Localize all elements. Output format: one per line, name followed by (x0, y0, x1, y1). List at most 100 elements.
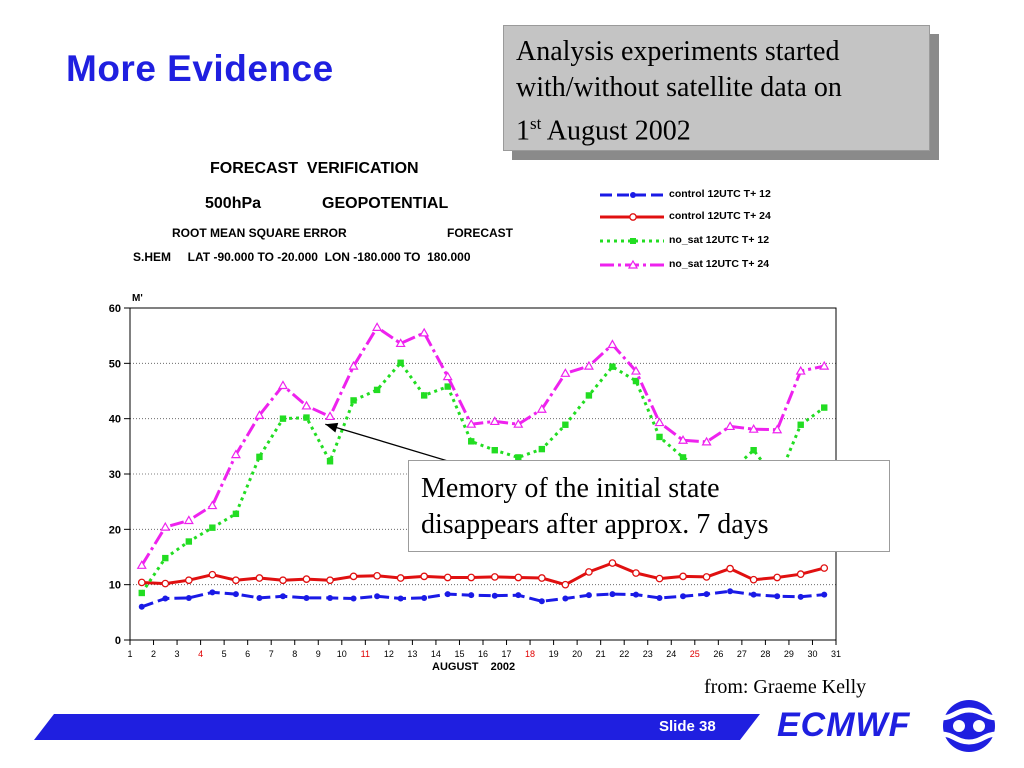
brand-name: ECMWF (777, 706, 911, 744)
x-tick-label: 29 (784, 649, 794, 659)
x-tick-label: 5 (222, 649, 227, 659)
chart-header-variable: GEOPOTENTIAL (322, 195, 449, 212)
data-point (703, 591, 710, 598)
data-point (537, 574, 546, 582)
ecmwf-logo-icon (940, 700, 998, 752)
slide-title: More Evidence (66, 48, 334, 89)
series-line (141, 589, 825, 609)
data-point (821, 404, 828, 411)
data-point (679, 454, 687, 461)
data-point (256, 453, 263, 461)
x-tick-label: 18 (525, 649, 535, 659)
data-point (562, 421, 569, 428)
data-point (727, 588, 734, 595)
legend-item-control-t24: control 12UTC T+ 24 (598, 210, 818, 224)
source-credit: from: Graeme Kelly (704, 676, 867, 698)
data-point (373, 571, 381, 580)
data-point (348, 360, 359, 370)
data-point (324, 411, 336, 421)
data-point (655, 574, 664, 583)
data-point (797, 593, 804, 600)
data-point (491, 592, 498, 599)
legend-item-nosat-t12: no_sat 12UTC T+ 12 (598, 234, 818, 248)
y-tick-label: 40 (109, 414, 121, 426)
data-point (467, 573, 476, 582)
data-point (230, 449, 241, 459)
data-point (160, 521, 171, 531)
x-tick-label: 30 (807, 649, 817, 659)
data-point (184, 576, 193, 585)
x-tick-label: 23 (643, 649, 653, 659)
legend-swatch-control-t24 (600, 213, 664, 221)
legend-label: control 12UTC T+ 24 (669, 210, 771, 222)
x-tick-label: 20 (572, 649, 582, 659)
x-tick-label: 9 (316, 649, 321, 659)
x-tick-label: 26 (713, 649, 723, 659)
legend-item-nosat-t24: no_sat 12UTC T+ 24 (598, 258, 818, 272)
data-point (585, 592, 592, 599)
data-point (726, 564, 734, 573)
x-tick-label: 10 (337, 649, 347, 659)
data-point (468, 438, 475, 445)
data-point (632, 569, 640, 577)
y-tick-label: 10 (109, 580, 121, 592)
x-tick-label: 8 (292, 649, 297, 659)
x-tick-label: 12 (384, 649, 394, 659)
data-point (656, 433, 663, 441)
x-tick-label: 11 (361, 649, 370, 659)
data-point (490, 573, 499, 581)
x-tick-label: 22 (619, 649, 629, 659)
data-point (302, 575, 311, 583)
data-point (349, 572, 358, 581)
data-point (489, 416, 500, 426)
data-point (797, 421, 804, 428)
x-tick-label: 7 (269, 649, 274, 659)
y-tick-label: 30 (109, 469, 121, 481)
footer-bar (34, 714, 760, 740)
legend-swatch-nosat-t24 (600, 259, 664, 269)
data-point (161, 579, 170, 588)
chart-header-region: S.HEM LAT -90.000 TO -20.000 LON -180.00… (133, 250, 471, 264)
chart-header-pressure: 500hPa (205, 195, 262, 212)
callout-month: August 2002 (541, 115, 691, 147)
slide-number: Slide 38 (659, 718, 716, 735)
data-point (701, 436, 712, 446)
data-point (256, 594, 263, 601)
x-tick-label: 14 (431, 649, 441, 659)
data-point (397, 359, 404, 366)
data-point (232, 510, 240, 518)
data-point (654, 417, 665, 427)
data-point (209, 524, 216, 531)
y-tick-label: 0 (115, 635, 121, 647)
data-point (254, 410, 265, 419)
x-tick-label: 17 (502, 649, 512, 659)
data-point (561, 580, 570, 589)
data-point (396, 574, 405, 582)
data-point (444, 383, 451, 390)
memory-annotation: Memory of the initial state disappears a… (408, 460, 890, 552)
data-point (207, 500, 218, 510)
data-point (513, 418, 524, 428)
data-point (608, 559, 617, 567)
x-tick-label: 28 (760, 649, 770, 659)
data-point (279, 576, 287, 585)
note-line2: disappears after approx. 7 days (421, 509, 769, 540)
arrow-head-icon (325, 422, 339, 433)
data-point (795, 365, 806, 375)
data-point (748, 423, 759, 433)
x-tick-label: 27 (737, 649, 747, 659)
series-line (140, 325, 825, 567)
data-point (820, 564, 829, 572)
experiment-callout: Analysis experiments started with/withou… (503, 25, 930, 151)
data-point (232, 576, 240, 585)
callout-ordinal: st (530, 114, 542, 133)
data-point (819, 360, 830, 370)
x-axis-title: AUGUST 2002 (432, 661, 515, 673)
data-point (138, 603, 145, 610)
data-point (279, 593, 286, 600)
data-point (514, 573, 523, 582)
legend-item-control-t12: control 12UTC T+ 12 (598, 188, 818, 202)
x-tick-label: 25 (690, 649, 700, 659)
callout-line2: with/without satellite data on (516, 72, 842, 103)
data-point (773, 573, 782, 582)
